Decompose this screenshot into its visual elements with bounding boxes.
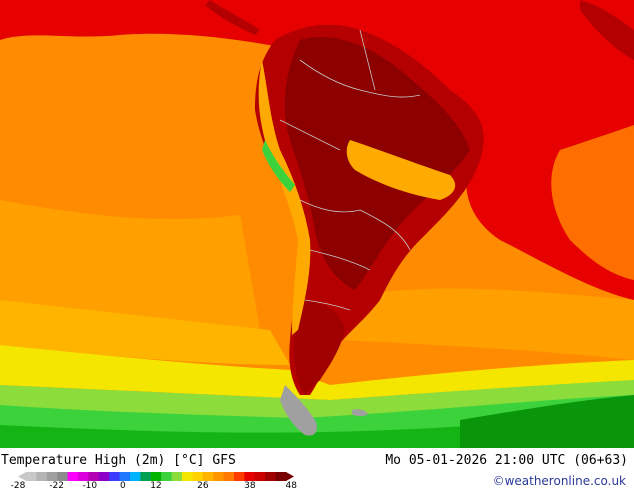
scale-swatch bbox=[140, 472, 152, 481]
scale-swatch bbox=[88, 472, 100, 481]
country-borders bbox=[279, 29, 421, 311]
scale-swatch bbox=[150, 472, 162, 481]
scale-tick-label: 48 bbox=[285, 481, 297, 491]
scale-swatch bbox=[265, 472, 277, 481]
scale-swatch bbox=[67, 472, 79, 481]
scale-swatch bbox=[234, 472, 245, 481]
patagonia bbox=[293, 300, 345, 395]
scale-arrow-right bbox=[286, 472, 294, 481]
scale-swatch bbox=[192, 472, 204, 481]
scale-swatch bbox=[78, 472, 89, 481]
scale-swatch bbox=[119, 472, 131, 481]
scale-swatch bbox=[275, 472, 287, 481]
scale-swatch bbox=[171, 472, 183, 481]
scale-swatch bbox=[98, 472, 110, 481]
scale-swatch bbox=[161, 472, 173, 481]
brazil-plateau-band bbox=[346, 140, 456, 200]
scale-swatch bbox=[57, 472, 69, 481]
scale-swatch bbox=[244, 472, 256, 481]
scale-tick-label: 0 bbox=[120, 481, 126, 491]
scale-swatch bbox=[36, 472, 48, 481]
scale-tick-label: 38 bbox=[244, 481, 256, 491]
scale-swatch bbox=[46, 472, 58, 481]
tropical-warm-zone bbox=[0, 0, 634, 169]
falklands bbox=[352, 409, 368, 417]
caribbean-islands bbox=[580, 0, 634, 60]
yellow-band bbox=[0, 345, 634, 400]
scale-swatch bbox=[130, 472, 141, 481]
south-orange-band bbox=[0, 300, 290, 365]
atlantic-mid-zone bbox=[551, 125, 634, 280]
scale-tick-label: -22 bbox=[49, 481, 64, 491]
atlantic-south-orange bbox=[340, 288, 634, 360]
credit-link[interactable]: ©weatheronline.co.uk bbox=[492, 474, 626, 488]
scale-swatch bbox=[182, 472, 193, 481]
scale-swatch bbox=[109, 472, 121, 481]
pacific-mid-zone bbox=[0, 200, 260, 330]
scale-tick-label: 12 bbox=[150, 481, 162, 491]
central-america bbox=[205, 0, 260, 35]
scale-tick-label: -10 bbox=[82, 481, 98, 491]
tierra-del-fuego bbox=[280, 385, 317, 436]
scale-tick-label: -28 bbox=[10, 481, 26, 491]
andes-highland bbox=[258, 60, 311, 335]
scale-swatch bbox=[254, 472, 266, 481]
valid-time: Mo 05-01-2026 21:00 UTC (06+63) bbox=[385, 453, 628, 468]
scale-arrow-left bbox=[18, 472, 26, 481]
map-footer: Temperature High (2m) [°C] GFS Mo 05-01-… bbox=[0, 448, 634, 491]
scale-swatch bbox=[202, 472, 214, 481]
scale-swatch bbox=[223, 472, 235, 481]
map-title: Temperature High (2m) [°C] GFS bbox=[1, 453, 236, 468]
scale-tick-label: 26 bbox=[197, 481, 209, 491]
andes-green bbox=[262, 140, 295, 192]
temperature-map bbox=[0, 0, 634, 448]
scale-swatch bbox=[213, 472, 225, 481]
scale-swatch bbox=[26, 472, 37, 481]
color-scale bbox=[18, 472, 294, 481]
deep-green-band bbox=[460, 395, 634, 448]
